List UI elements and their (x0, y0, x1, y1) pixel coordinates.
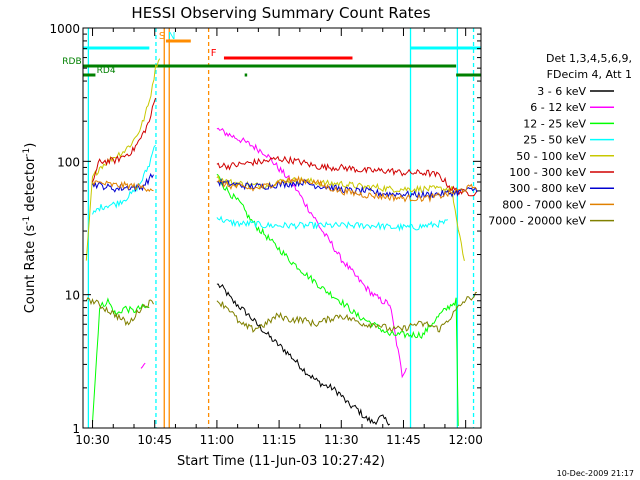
flag-label-s: S (159, 31, 165, 42)
chart-title: HESSI Observing Summary Count Rates (131, 4, 430, 22)
x-tick-label-6: 12:00 (448, 433, 483, 447)
legend-header-line2: FDecim 4, Att 1 (547, 68, 632, 81)
y-tick-label-0: 1 (72, 422, 80, 436)
series-line-8 (85, 291, 478, 333)
legend-label-5: 100 - 300 keV (509, 166, 586, 179)
y-tick-label-1: 10 (65, 289, 80, 303)
legend-label-7: 800 - 7000 keV (502, 198, 586, 211)
x-tick-label-2: 11:00 (200, 433, 235, 447)
x-tick-label-5: 11:45 (386, 433, 421, 447)
series-line-1 (140, 127, 407, 379)
x-tick-label-0: 10:30 (75, 433, 110, 447)
x-tick-label-3: 11:15 (262, 433, 297, 447)
legend-header-line1: Det 1,3,4,5,6,9, (546, 52, 632, 65)
legend-label-1: 6 - 12 keV (530, 101, 586, 114)
timestamp: 10-Dec-2009 21:17 (557, 469, 634, 478)
series-line-3 (92, 144, 448, 232)
legend-label-2: 12 - 25 keV (523, 117, 586, 130)
x-tick-label-4: 11:30 (324, 433, 359, 447)
legend: Det 1,3,4,5,6,9, FDecim 4, Att 1 3 - 6 k… (488, 52, 632, 228)
legend-label-3: 25 - 50 keV (523, 134, 586, 147)
flag-label-n: N (168, 31, 175, 42)
legend-label-4: 50 - 100 keV (516, 150, 586, 163)
series-line-5 (92, 97, 478, 197)
series-line-0 (216, 283, 391, 426)
legend-label-0: 3 - 6 keV (537, 85, 586, 98)
legend-label-8: 7000 - 20000 keV (488, 215, 586, 228)
legend-label-6: 300 - 800 keV (509, 182, 586, 195)
series-line-6 (92, 172, 478, 200)
y-tick-label-3: 1000 (49, 22, 80, 36)
x-tick-label-1: 10:45 (137, 433, 172, 447)
x-axis: 10:30 10:45 11:00 11:15 11:30 11:45 12:00 (75, 28, 483, 447)
series-line-7 (92, 175, 478, 203)
plot-frame (82, 27, 482, 429)
series-line-2 (92, 173, 459, 427)
y-axis-label: Count Rate (s-1 detector-1) (22, 143, 38, 314)
x-axis-label: Start Time (11-Jun-03 10:27:42) (177, 454, 385, 469)
flag-label-rd4: RD4 (97, 66, 116, 76)
y-axis: 1 10 100 1000 (49, 22, 481, 436)
flag-label-rdb: RDB (62, 57, 81, 67)
plot-area: S N F RDB RD4 (62, 28, 481, 428)
y-tick-label-2: 100 (57, 155, 80, 169)
flag-label-f: F (211, 48, 217, 59)
